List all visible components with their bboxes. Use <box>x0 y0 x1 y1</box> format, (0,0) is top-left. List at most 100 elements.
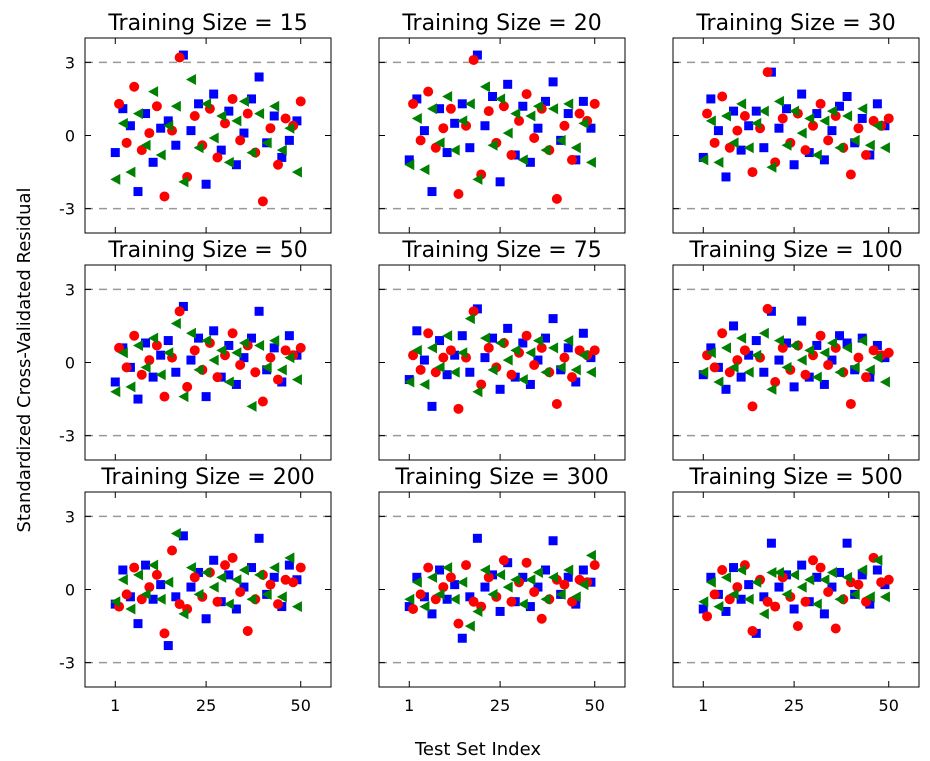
triangle-marker <box>826 566 837 578</box>
square-marker <box>759 143 769 153</box>
square-marker <box>541 96 551 106</box>
triangle-marker <box>842 342 853 354</box>
square-marker <box>427 401 437 411</box>
triangle-marker <box>864 364 875 376</box>
square-marker <box>563 572 573 582</box>
panel-title: Training Size = 200 <box>100 465 314 490</box>
square-marker <box>488 333 498 343</box>
square-marker <box>525 379 535 389</box>
square-marker <box>548 77 558 87</box>
triangle-marker <box>261 588 272 600</box>
square-marker <box>827 126 837 136</box>
square-marker <box>789 382 799 392</box>
circle-marker <box>800 145 811 156</box>
square-marker <box>835 331 845 341</box>
circle-marker <box>514 115 525 126</box>
y-tick-label: -3 <box>59 427 75 446</box>
square-marker <box>231 160 241 170</box>
panel-frame <box>84 37 332 234</box>
triangle-marker <box>705 576 716 588</box>
square-marker <box>465 592 475 602</box>
triangle-marker <box>291 601 302 613</box>
triangle-marker <box>705 115 716 127</box>
circle-marker <box>747 401 758 412</box>
circle-marker <box>536 613 547 624</box>
square-marker <box>110 148 120 158</box>
circle-marker <box>574 108 585 119</box>
circle-marker <box>189 572 200 583</box>
triangle-marker <box>789 339 800 351</box>
triangle-marker <box>728 137 739 149</box>
square-marker <box>110 377 120 387</box>
square-marker <box>819 155 829 165</box>
circle-marker <box>709 362 720 373</box>
panel-title: Training Size = 50 <box>107 238 307 263</box>
circle-marker <box>529 132 540 143</box>
triangle-marker <box>261 137 272 149</box>
square-marker <box>774 582 784 592</box>
circle-marker <box>876 577 887 588</box>
circle-marker <box>506 369 517 380</box>
triangle-marker <box>826 337 837 349</box>
square-marker <box>435 104 445 114</box>
square-marker <box>797 316 807 326</box>
square-marker <box>729 563 739 573</box>
triangle-marker <box>758 608 769 620</box>
circle-marker <box>559 579 570 590</box>
triangle-marker <box>773 335 784 347</box>
triangle-marker <box>170 527 181 539</box>
circle-marker <box>265 579 276 590</box>
triangle-marker <box>720 110 731 122</box>
triangle-marker <box>872 120 883 132</box>
square-marker <box>412 94 422 104</box>
circle-marker <box>709 589 720 600</box>
triangle-marker <box>125 166 136 178</box>
square-marker <box>209 326 219 336</box>
square-marker <box>759 592 769 602</box>
square-marker <box>224 340 234 350</box>
triangle-marker <box>819 574 830 586</box>
circle-marker <box>702 108 713 119</box>
square-marker <box>713 126 723 136</box>
circle-marker <box>536 342 547 353</box>
triangle-marker <box>804 574 815 586</box>
square-marker <box>194 99 204 109</box>
square-marker <box>721 606 731 616</box>
circle-marker <box>136 369 147 380</box>
square-marker <box>269 111 279 121</box>
triangle-marker <box>223 598 234 610</box>
triangle-marker <box>185 73 196 85</box>
triangle-marker <box>570 364 581 376</box>
circle-marker <box>468 306 479 317</box>
triangle-marker <box>857 335 868 347</box>
triangle-marker <box>563 98 574 110</box>
circle-marker <box>702 611 713 622</box>
triangle-marker <box>472 605 483 617</box>
square-marker <box>118 104 128 114</box>
triangle-marker <box>216 571 227 583</box>
square-marker <box>247 563 257 573</box>
triangle-marker <box>736 564 747 576</box>
circle-marker <box>476 379 487 390</box>
triangle-marker <box>140 361 151 373</box>
triangle-marker <box>238 95 249 107</box>
square-marker <box>518 338 528 348</box>
triangle-marker <box>864 591 875 603</box>
square-marker <box>819 609 829 619</box>
square-marker <box>125 121 135 131</box>
triangle-marker <box>404 593 415 605</box>
triangle-marker <box>842 571 853 583</box>
square-marker <box>209 555 219 565</box>
triangle-marker <box>555 361 566 373</box>
triangle-marker <box>525 574 536 586</box>
triangle-marker <box>751 576 762 588</box>
triangle-marker <box>510 108 521 120</box>
panel-frame <box>672 37 920 234</box>
square-marker <box>435 565 445 575</box>
circle-marker <box>762 596 773 607</box>
square-marker <box>450 580 460 590</box>
triangle-marker <box>464 313 475 325</box>
circle-marker <box>521 557 532 568</box>
panel-title: Training Size = 75 <box>401 238 601 263</box>
